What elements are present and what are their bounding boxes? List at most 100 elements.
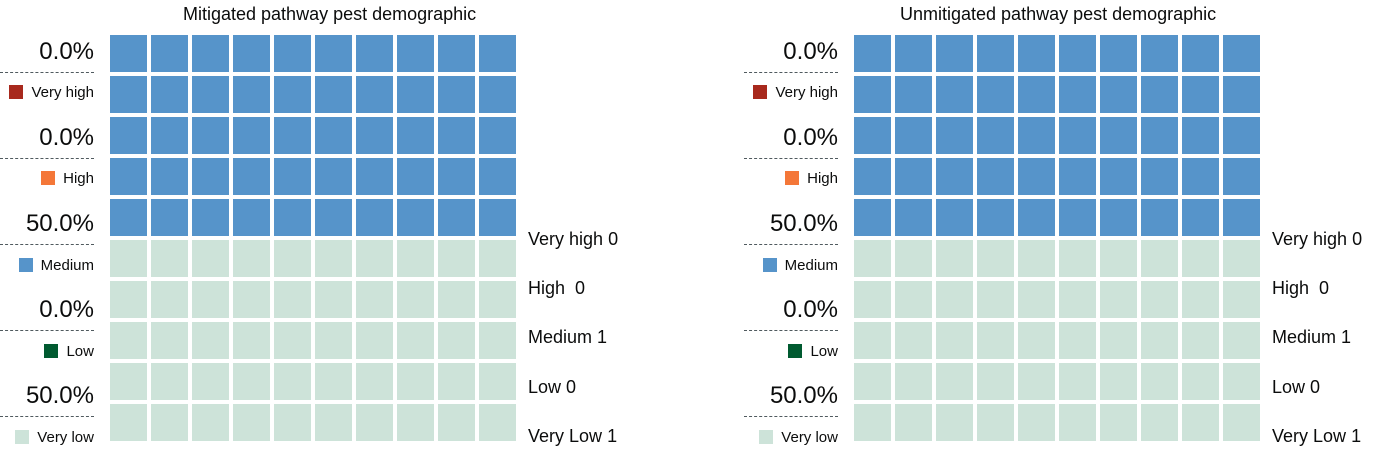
waffle-cell-very-low	[1018, 281, 1055, 318]
count-medium: Medium 1	[1272, 327, 1351, 348]
pct-high: 0.0%	[783, 124, 838, 151]
waffle-cell-very-low	[977, 322, 1014, 359]
swatch-high	[785, 171, 800, 185]
waffle-cell-very-low	[110, 363, 147, 400]
waffle-cell-very-low	[151, 404, 188, 441]
pct-very-high: 0.0%	[39, 38, 94, 65]
count-label: Very high	[1272, 229, 1348, 249]
chart-title: Unmitigated pathway pest demographic	[900, 4, 1217, 24]
waffle-cell-very-low	[315, 240, 352, 277]
waffle-cell-medium	[479, 76, 516, 113]
waffle-cell-medium	[1223, 199, 1260, 236]
waffle-cell-medium	[854, 158, 891, 195]
waffle-cell-medium	[151, 35, 188, 72]
waffle-cell-medium	[1141, 76, 1178, 113]
waffle-cell-very-low	[315, 322, 352, 359]
waffle-cell-very-low	[1018, 240, 1055, 277]
waffle-cell-medium	[151, 199, 188, 236]
count-label: Very high	[528, 229, 604, 249]
waffle-cell-very-low	[1059, 240, 1096, 277]
waffle-cell-medium	[479, 199, 516, 236]
waffle-cell-medium	[192, 199, 229, 236]
waffle-cell-very-low	[479, 322, 516, 359]
waffle-cell-very-low	[438, 322, 475, 359]
divider	[0, 72, 94, 73]
waffle-cell-medium	[1182, 35, 1219, 72]
legend-high: High	[0, 168, 94, 188]
count-very-low: Very Low 1	[1272, 426, 1361, 447]
waffle-cell-medium	[192, 76, 229, 113]
waffle-cell-medium	[1141, 199, 1178, 236]
waffle-cell-very-low	[1059, 363, 1096, 400]
waffle-cell-medium	[110, 35, 147, 72]
waffle-cell-medium	[438, 158, 475, 195]
swatch-very-low	[15, 430, 30, 444]
waffle-cell-very-low	[977, 363, 1014, 400]
waffle-cell-medium	[1018, 158, 1055, 195]
waffle-cell-very-low	[977, 240, 1014, 277]
waffle-cell-medium	[438, 117, 475, 154]
waffle-cell-very-low	[1100, 322, 1137, 359]
pct-very-high: 0.0%	[783, 38, 838, 65]
waffle-cell-medium	[1182, 199, 1219, 236]
waffle-cell-very-low	[1100, 404, 1137, 441]
waffle-cell-medium	[1182, 117, 1219, 154]
waffle-cell-medium	[233, 117, 270, 154]
waffle-cell-very-low	[1141, 281, 1178, 318]
swatch-medium	[18, 258, 33, 272]
waffle-cell-very-low	[274, 322, 311, 359]
waffle-cell-medium	[1100, 158, 1137, 195]
legend-very-high: Very high	[0, 82, 94, 102]
waffle-cell-medium	[936, 76, 973, 113]
swatch-very-high	[9, 85, 24, 99]
waffle-cell-medium	[315, 158, 352, 195]
waffle-cell-medium	[977, 76, 1014, 113]
waffle-cell-medium	[936, 158, 973, 195]
waffle-cell-medium	[1223, 158, 1260, 195]
count-high: High 0	[528, 278, 585, 299]
waffle-cell-very-low	[356, 404, 393, 441]
legend-low: Low	[0, 341, 94, 361]
count-value: 1	[607, 426, 618, 446]
waffle-cell-medium	[110, 158, 147, 195]
waffle-cell-medium	[438, 199, 475, 236]
legend-medium: Medium	[0, 255, 94, 275]
waffle-cell-medium	[1059, 199, 1096, 236]
waffle-cell-very-low	[1182, 240, 1219, 277]
waffle-cell-very-low	[356, 240, 393, 277]
waffle-cell-very-low	[1018, 363, 1055, 400]
waffle-cell-very-low	[274, 363, 311, 400]
count-value: 0	[1352, 229, 1363, 249]
waffle-cell-very-low	[110, 240, 147, 277]
category-labels: 0.0% Very high 0.0% High 50.0% Medium 0.…	[0, 0, 94, 456]
pct-medium: 50.0%	[769, 210, 838, 237]
waffle-grid	[110, 35, 519, 445]
waffle-cell-medium	[397, 35, 434, 72]
pct-low: 0.0%	[39, 296, 94, 323]
legend-label: Very high	[31, 83, 94, 101]
waffle-cell-medium	[356, 199, 393, 236]
waffle-cell-very-low	[356, 322, 393, 359]
waffle-cell-very-low	[110, 281, 147, 318]
waffle-cell-medium	[854, 76, 891, 113]
legend-very-low: Very low	[0, 427, 94, 447]
waffle-cell-medium	[1018, 117, 1055, 154]
waffle-cell-medium	[1018, 199, 1055, 236]
waffle-cell-medium	[854, 35, 891, 72]
pct-high: 0.0%	[39, 124, 94, 151]
waffle-cell-very-low	[1182, 363, 1219, 400]
count-label: Medium	[528, 327, 593, 347]
waffle-cell-medium	[397, 199, 434, 236]
waffle-cell-medium	[315, 35, 352, 72]
waffle-cell-medium	[1223, 117, 1260, 154]
count-label: Very Low	[1272, 426, 1347, 446]
waffle-cell-very-low	[397, 363, 434, 400]
swatch-very-low	[759, 430, 774, 444]
waffle-cell-medium	[936, 35, 973, 72]
waffle-cell-very-low	[479, 404, 516, 441]
swatch-low	[44, 344, 59, 358]
count-value: 0	[1310, 377, 1321, 397]
count-value: 0	[575, 278, 586, 298]
waffle-cell-very-low	[1223, 240, 1260, 277]
swatch-high	[41, 171, 56, 185]
